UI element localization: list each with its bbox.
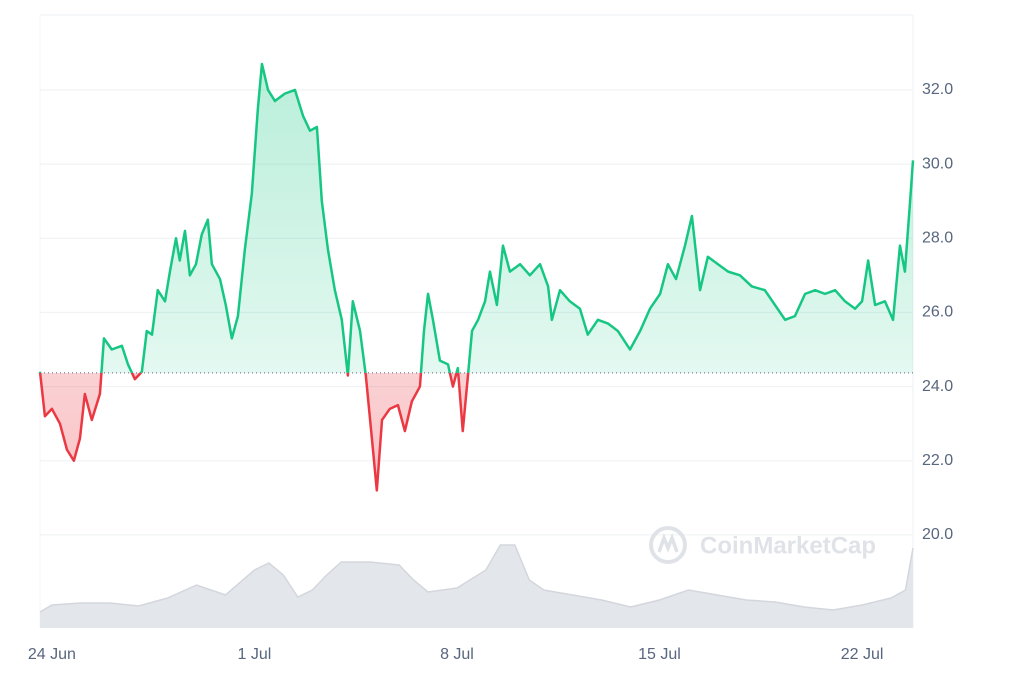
- x-tick-label: 24 Jun: [28, 646, 76, 663]
- watermark-logo: [649, 526, 687, 564]
- price-line-up: [38, 62, 915, 373]
- x-tick-label: 15 Jul: [638, 646, 681, 663]
- y-tick-label: 26.0: [922, 304, 953, 321]
- y-tick-label: 20.0: [922, 526, 953, 543]
- area-below: [40, 372, 469, 491]
- volume-line: [39, 544, 914, 613]
- x-tick-label: 1 Jul: [238, 646, 272, 663]
- volume: [39, 544, 914, 628]
- y-tick-label: 32.0: [922, 81, 953, 98]
- x-tick-label: 8 Jul: [440, 646, 474, 663]
- y-tick-label: 24.0: [922, 378, 953, 395]
- watermark: CoinMarketCap: [649, 526, 876, 564]
- volume-area: [40, 545, 913, 628]
- y-tick-label: 28.0: [922, 229, 953, 246]
- watermark-text: CoinMarketCap: [700, 532, 876, 559]
- y-tick-label: 30.0: [922, 155, 953, 172]
- x-tick-label: 22 Jul: [841, 646, 884, 663]
- area-above: [40, 63, 913, 373]
- y-tick-label: 22.0: [922, 452, 953, 469]
- plot: [38, 62, 915, 492]
- watermark-logo-mark: [657, 533, 679, 553]
